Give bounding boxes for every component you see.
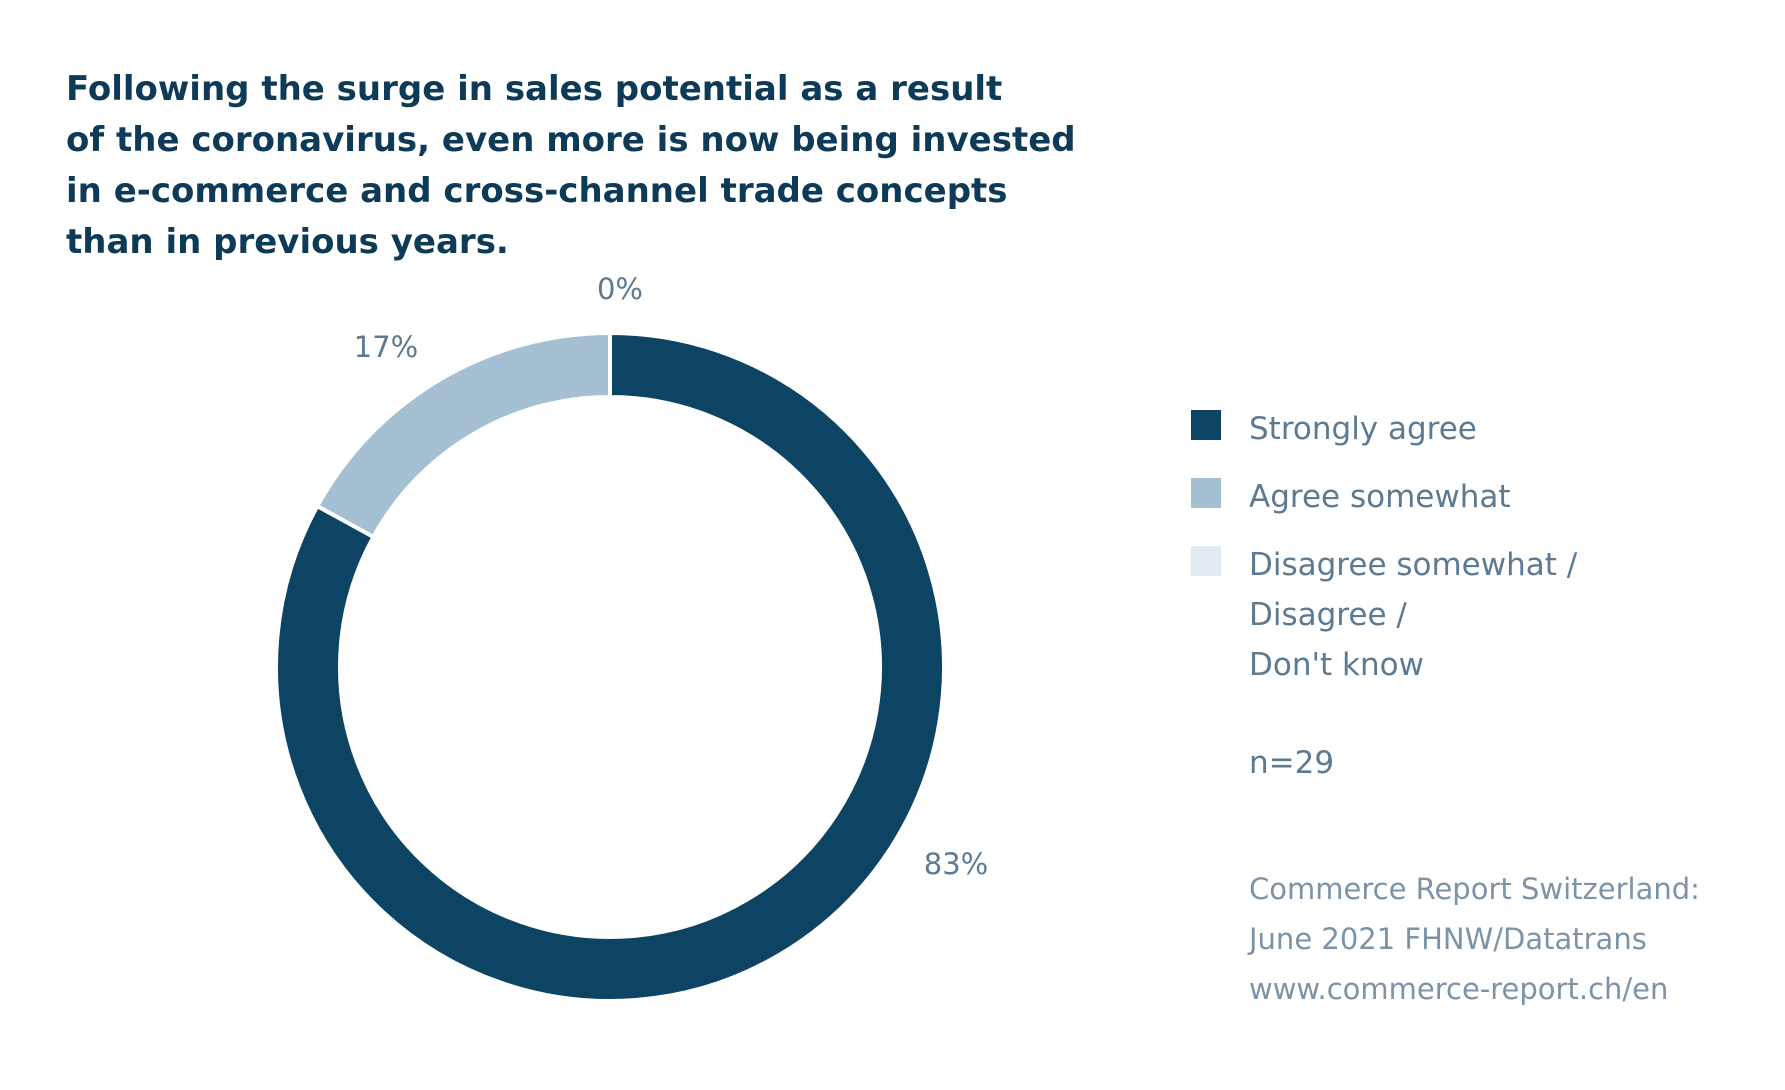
legend-label-line: Disagree somewhat / (1249, 547, 1578, 583)
legend-item-disagree: Disagree somewhat / Disagree / Don't kno… (1191, 540, 1751, 690)
chart-title-line: Following the surge in sales potential a… (66, 69, 1003, 109)
legend-label-line: Don't know (1249, 647, 1424, 683)
slice-strongly-agree (274, 330, 946, 1003)
source-line: www.commerce-report.ch/en (1249, 972, 1669, 1006)
source-line: June 2021 FHNW/Datatrans (1249, 922, 1647, 956)
source-line: Commerce Report Switzerland: (1249, 872, 1700, 906)
slice-label-disagree: 0% (597, 272, 643, 306)
chart-title-line: in e-commerce and cross-channel trade co… (66, 171, 1008, 211)
slice-labels: 83% 17% 0% (354, 272, 988, 881)
slice-label-strongly-agree: 83% (924, 847, 988, 881)
legend-item-agree-somewhat: Agree somewhat (1191, 472, 1751, 522)
legend-swatch (1191, 546, 1221, 576)
chart-title-line: than in previous years. (66, 222, 509, 262)
donut-chart: 83% 17% 0% (274, 272, 988, 1003)
sample-size: n=29 (1249, 745, 1335, 781)
slice-agree-somewhat (314, 330, 612, 540)
legend-swatch (1191, 478, 1221, 508)
slice-label-agree-somewhat: 17% (354, 330, 418, 364)
legend-label-line: Strongly agree (1249, 411, 1477, 447)
legend-swatch (1191, 410, 1221, 440)
legend-item-strongly-agree: Strongly agree (1191, 404, 1751, 454)
donut-slices (274, 330, 946, 1003)
chart-title: Following the surge in sales potential a… (66, 64, 1086, 268)
legend-label: Agree somewhat (1249, 472, 1751, 522)
legend-label: Disagree somewhat / Disagree / Don't kno… (1249, 540, 1751, 690)
chart-legend: Strongly agree Agree somewhat Disagree s… (1191, 404, 1751, 708)
legend-label: Strongly agree (1249, 404, 1751, 454)
source-note: Commerce Report Switzerland: June 2021 F… (1249, 864, 1700, 1014)
legend-label-line: Disagree / (1249, 597, 1407, 633)
legend-label-line: Agree somewhat (1249, 479, 1511, 515)
chart-title-line: of the coronavirus, even more is now bei… (66, 120, 1076, 160)
